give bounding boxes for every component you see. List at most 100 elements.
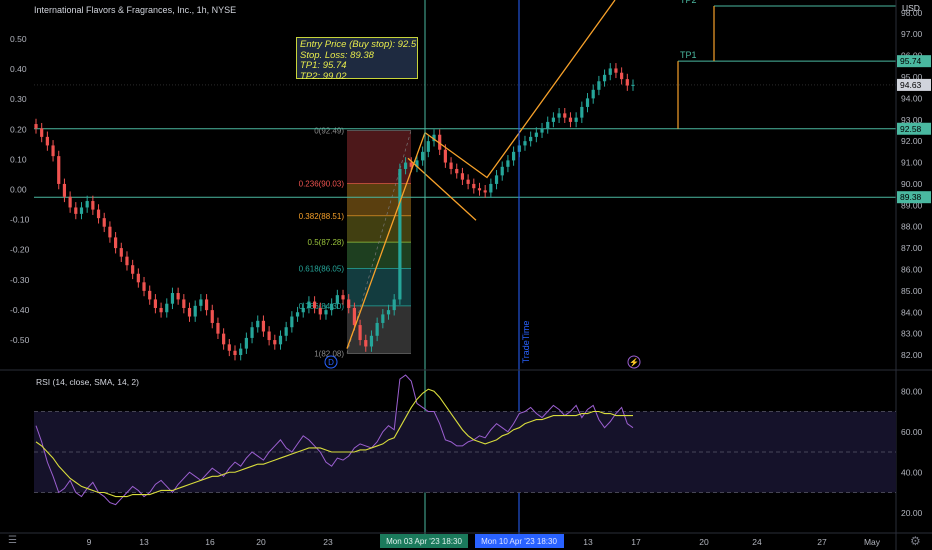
- candle-body: [182, 299, 186, 308]
- candle-body: [449, 162, 453, 169]
- time-marker-1-label: Mon 03 Apr '23 18:30: [386, 537, 462, 546]
- left-tick-label: 0.50: [10, 34, 27, 44]
- candle-body: [79, 207, 84, 214]
- candle-body: [239, 348, 243, 356]
- earnings-icon-glyph: ⚡: [629, 357, 639, 367]
- left-tick-label: 0.20: [10, 124, 27, 134]
- candle-body: [256, 320, 260, 328]
- candle-body: [438, 134, 442, 150]
- candle-body: [102, 218, 106, 227]
- fib-level-label: 0.618(86.05): [299, 264, 345, 273]
- candle-body: [307, 301, 311, 308]
- candle-body: [324, 310, 328, 315]
- left-tick-label: 0.30: [10, 94, 27, 104]
- gear-icon[interactable]: ⚙: [910, 534, 921, 548]
- time-tick-label: 24: [752, 537, 762, 547]
- candle-body: [432, 134, 436, 142]
- tradingview-logo-icon[interactable]: ☰: [8, 535, 17, 546]
- candle-body: [489, 183, 493, 193]
- candle-body: [341, 295, 345, 300]
- candle-body: [364, 340, 368, 347]
- price-tick-label: 84.00: [901, 307, 923, 317]
- time-tick-label: 17: [631, 537, 641, 547]
- left-tick-label: -0.50: [10, 335, 30, 345]
- price-badge-label: 89.38: [900, 192, 922, 202]
- trade-annotation-box[interactable]: Entry Price (Buy stop): 92.5 Stop. Loss:…: [296, 37, 418, 81]
- candle-body: [409, 162, 413, 167]
- price-badge-label: 94.63: [900, 80, 922, 90]
- candle-body: [153, 299, 157, 308]
- rsi-pane: 20.00 40.00 60.00 80.00: [34, 374, 923, 518]
- candle-body: [244, 337, 248, 349]
- candle-body: [369, 335, 374, 347]
- candle-body: [45, 136, 49, 146]
- candle-body: [392, 299, 396, 311]
- candle-body: [159, 307, 163, 313]
- price-tick-label: 98.00: [901, 8, 923, 18]
- price-tick-label: 95.00: [901, 72, 923, 82]
- candle-body: [580, 106, 584, 118]
- candle-body: [483, 190, 487, 193]
- candle-body: [284, 327, 288, 336]
- candle-body: [335, 295, 339, 304]
- time-tick-label: 27: [817, 537, 827, 547]
- candle-body: [278, 335, 283, 345]
- rsi-tick-label: 20.00: [901, 508, 923, 518]
- candle-body: [204, 299, 209, 311]
- candle-body: [415, 160, 419, 167]
- candle-body: [119, 248, 123, 257]
- candle-body: [568, 117, 573, 122]
- candle-body: [318, 307, 322, 315]
- candle-body: [585, 98, 590, 107]
- candle-body: [574, 117, 578, 122]
- candle-body: [142, 282, 146, 291]
- candle-body: [403, 162, 408, 169]
- left-tick-label: -0.40: [10, 305, 30, 315]
- left-tick-label: -0.30: [10, 275, 30, 285]
- price-tick-label: 92.00: [901, 136, 923, 146]
- tp2-label: TP2: [680, 0, 697, 5]
- trendline-drawings[interactable]: [346, 0, 616, 349]
- channel-lower-line: [407, 157, 477, 221]
- candle-body: [358, 325, 362, 341]
- price-tick-label: 90.00: [901, 179, 923, 189]
- time-tick-label: 13: [583, 537, 593, 547]
- candle-body: [625, 79, 629, 86]
- candle-body: [136, 273, 140, 283]
- left-tick-label: 0.10: [10, 154, 27, 164]
- candle-body: [614, 68, 618, 73]
- rsi-tick-label: 40.00: [901, 467, 923, 477]
- zigzag-trend: [346, 0, 616, 349]
- annotation-stop: Stop. Loss: 89.38: [300, 49, 374, 61]
- candle-body: [170, 293, 175, 304]
- candle-body: [261, 320, 266, 332]
- candle-body: [608, 68, 612, 75]
- time-tick-label: 9: [87, 537, 92, 547]
- earnings-icon: [627, 355, 641, 369]
- candle-body: [386, 310, 391, 315]
- time-tick-label: May: [864, 537, 881, 547]
- candle-body: [512, 151, 516, 161]
- time-tick-label: 23: [323, 537, 333, 547]
- price-badge: [897, 78, 931, 91]
- candle-body: [472, 183, 476, 189]
- price-badge: [897, 122, 931, 135]
- candle-body: [375, 322, 379, 336]
- candle-body: [295, 312, 300, 317]
- candle-body: [421, 151, 425, 161]
- left-tick-label: -0.10: [10, 215, 30, 225]
- candle-body: [529, 136, 533, 142]
- candle-body: [148, 290, 152, 300]
- candle-body: [557, 113, 561, 118]
- candle-body: [34, 124, 38, 129]
- chart-title: International Flavors & Fragrances, Inc.…: [34, 5, 237, 15]
- candle-body: [540, 128, 544, 133]
- price-tick-label: 86.00: [901, 264, 923, 274]
- time-marker-1-bg: [380, 534, 468, 548]
- left-tick-label: 0.40: [10, 64, 27, 74]
- candle-body: [165, 303, 169, 313]
- candle-body: [290, 316, 294, 328]
- fib-level-label: 1(82.08): [314, 349, 344, 358]
- time-marker-2-bg: [475, 534, 564, 548]
